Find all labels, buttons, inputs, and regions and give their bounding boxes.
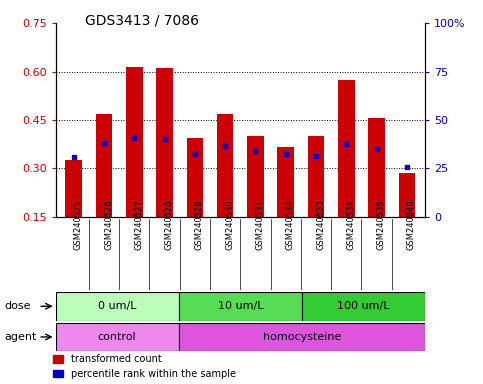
Bar: [56, 323, 179, 351]
Text: GDS3413 / 7086: GDS3413 / 7086: [85, 13, 199, 27]
Bar: [302, 292, 425, 321]
Text: GSM240531: GSM240531: [256, 199, 264, 250]
Text: GSM240528: GSM240528: [165, 199, 173, 250]
Text: GSM240534: GSM240534: [346, 199, 355, 250]
Bar: [179, 292, 302, 321]
Text: 10 um/L: 10 um/L: [217, 301, 263, 311]
Text: GSM240530: GSM240530: [225, 199, 234, 250]
Text: GSM240533: GSM240533: [316, 199, 325, 250]
Bar: [126, 67, 142, 217]
Bar: [338, 79, 355, 217]
Bar: [277, 147, 294, 217]
Bar: [186, 138, 203, 217]
Bar: [179, 323, 425, 351]
Text: GSM240526: GSM240526: [104, 199, 113, 250]
Text: 0 um/L: 0 um/L: [98, 301, 136, 311]
Bar: [56, 292, 179, 321]
Legend: transformed count, percentile rank within the sample: transformed count, percentile rank withi…: [53, 354, 236, 379]
Bar: [368, 118, 385, 217]
Text: GSM240535: GSM240535: [377, 199, 385, 250]
Bar: [247, 136, 264, 217]
Text: GSM240848: GSM240848: [407, 199, 416, 250]
Bar: [217, 114, 233, 217]
Text: GSM240527: GSM240527: [134, 199, 143, 250]
Bar: [398, 173, 415, 217]
Bar: [65, 161, 82, 217]
Bar: [308, 136, 325, 217]
Text: agent: agent: [5, 332, 37, 342]
Text: control: control: [98, 332, 136, 342]
Text: 100 um/L: 100 um/L: [337, 301, 390, 311]
Text: GSM240529: GSM240529: [195, 199, 204, 250]
Text: homocysteine: homocysteine: [263, 332, 341, 342]
Text: GSM240532: GSM240532: [286, 199, 295, 250]
Bar: [96, 114, 113, 217]
Text: GSM240525: GSM240525: [74, 199, 83, 250]
Text: dose: dose: [5, 301, 31, 311]
Bar: [156, 68, 173, 217]
